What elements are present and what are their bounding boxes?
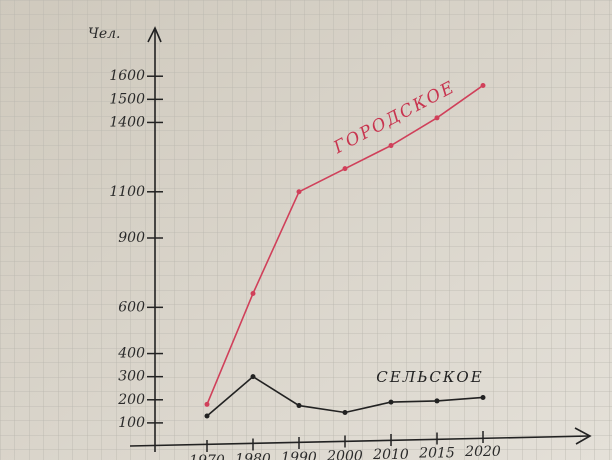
data-point (435, 115, 440, 120)
series-label: СЕЛЬСКОЕ (376, 368, 483, 386)
x-tick-label: 1980 (235, 452, 271, 460)
x-tick-label: 1990 (281, 450, 317, 460)
data-point (389, 143, 394, 148)
y-tick-label: 1100 (109, 184, 145, 200)
y-tick-label: 200 (117, 392, 145, 408)
y-tick-label: 400 (117, 346, 145, 362)
data-point (205, 413, 210, 418)
x-tick-label: 2000 (326, 449, 363, 460)
data-point (343, 410, 348, 415)
x-tick-label: 2010 (372, 447, 409, 460)
data-point (481, 395, 486, 400)
y-tick-label: 100 (118, 415, 145, 431)
y-axis-label: Чел. (88, 26, 120, 42)
y-tick-label: 600 (118, 299, 145, 315)
x-tick-label: 2020 (464, 444, 501, 460)
y-tick-label: 1600 (109, 68, 145, 84)
data-point (435, 398, 440, 403)
x-tick-label: 2015 (418, 446, 455, 460)
data-point (297, 403, 302, 408)
data-point (205, 402, 210, 407)
y-tick-label: 1400 (109, 114, 145, 130)
y-tick-label: 900 (118, 230, 145, 246)
y-tick-label: 300 (118, 369, 145, 385)
x-tick-label: 1970 (189, 453, 225, 460)
data-point (481, 83, 486, 88)
data-point (389, 400, 394, 405)
data-point (297, 189, 302, 194)
chart: Чел. 100 200 300 400 600 900 1100 1400 1500 1600 1… (0, 0, 612, 460)
data-point (251, 374, 256, 379)
data-point (343, 166, 348, 171)
y-tick-label: 1500 (109, 91, 145, 107)
paper-grid (0, 0, 612, 460)
data-point (251, 291, 256, 296)
